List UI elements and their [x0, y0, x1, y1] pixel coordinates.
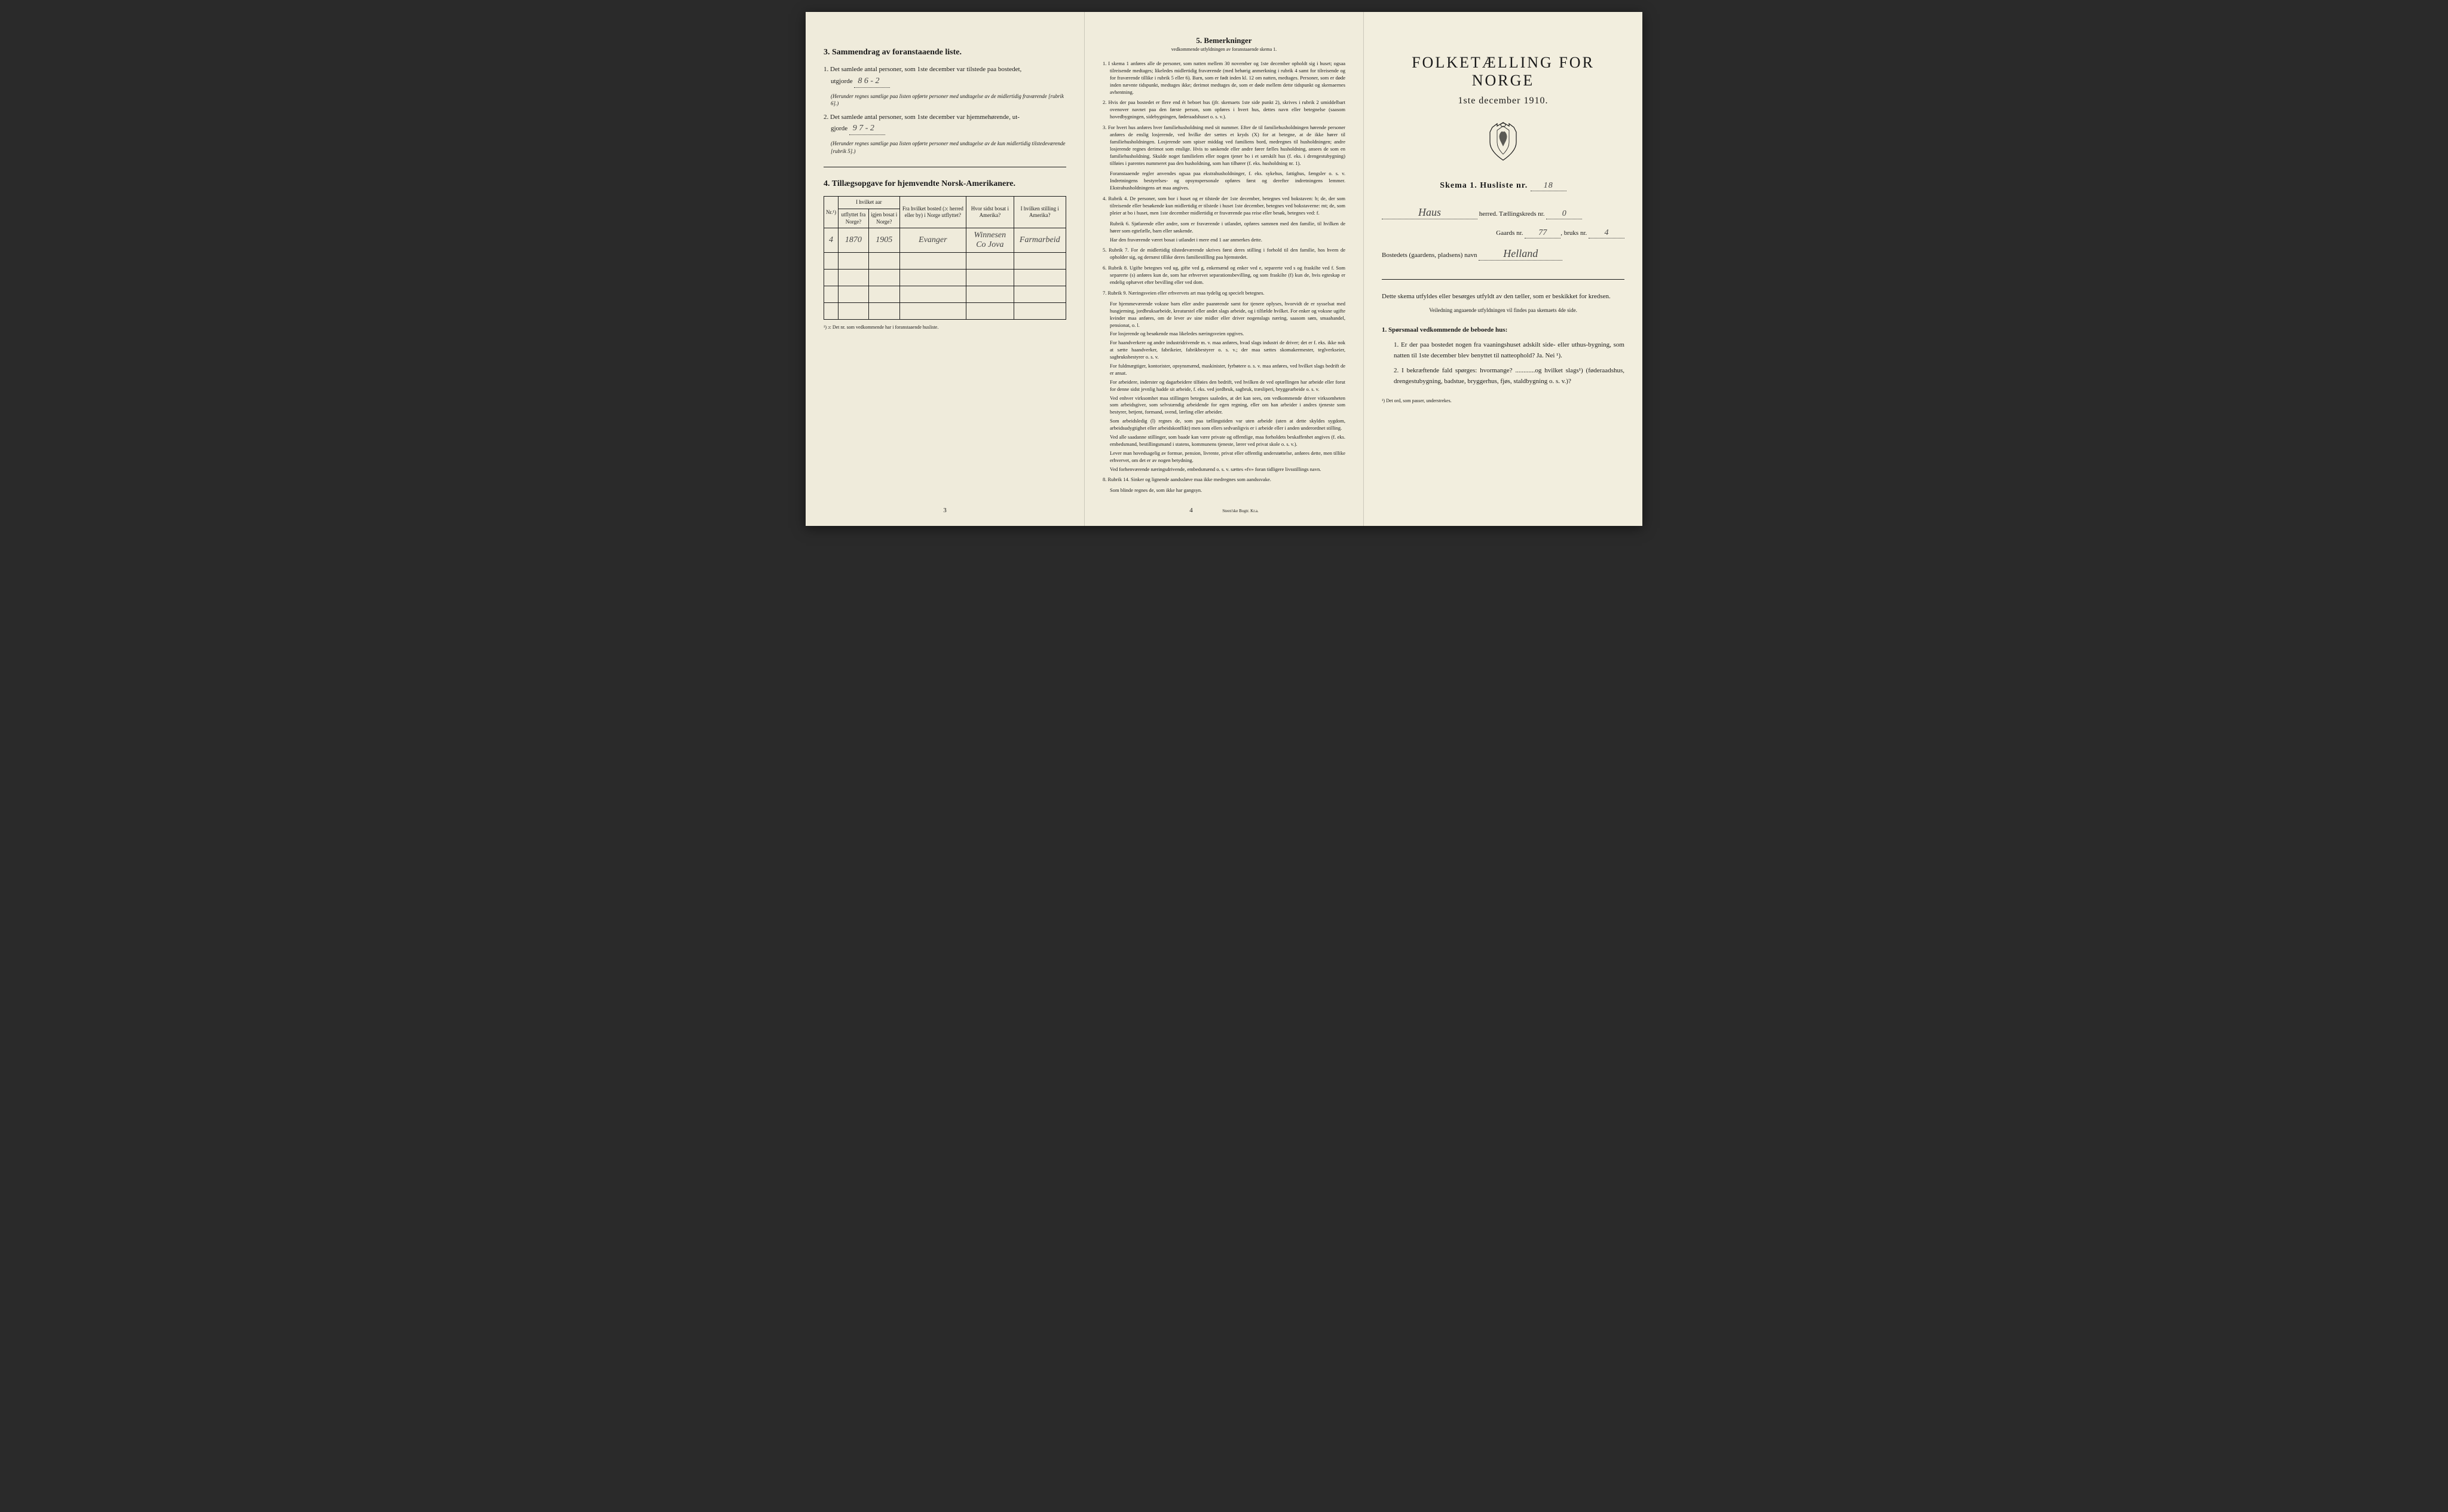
- rule-7-sub: Ved forhenværende næringsdrivende, embed…: [1110, 466, 1345, 473]
- item2-value: 9 7 - 2: [849, 122, 885, 135]
- rule-7-sub: For losjerende og besøkende maa likelede…: [1110, 330, 1345, 338]
- bemerkninger-heading: 5. Bemerkninger: [1103, 36, 1345, 45]
- item2-gjorde: gjorde: [831, 125, 847, 132]
- cell-utflyttet: 1870: [838, 228, 868, 253]
- page3-footnote: ¹) Det ord, som passer, understrekes.: [1382, 398, 1624, 403]
- rule-1: 1. I skema 1 anføres alle de personer, s…: [1103, 60, 1345, 96]
- husliste-nr: 18: [1531, 181, 1566, 191]
- table-header-row1: Nr.¹) I hvilket aar Fra hvilket bosted (…: [824, 197, 1066, 209]
- rule-4-sub1: Rubrik 6. Sjøfarende eller andre, som er…: [1110, 221, 1345, 235]
- rule-3: 3. For hvert hus anføres hver familiehus…: [1103, 124, 1345, 167]
- gaards-line: Gaards nr. 77, bruks nr. 4: [1382, 228, 1624, 239]
- skema-line: Skema 1. Husliste nr. 18: [1382, 181, 1624, 191]
- section4-heading: 4. Tillægsopgave for hjemvendte Norsk-Am…: [824, 179, 1066, 189]
- item1-note: (Herunder regnes samtlige paa listen opf…: [831, 93, 1066, 108]
- bosted-line: Bostedets (gaardens, pladsens) navn Hell…: [1382, 247, 1624, 261]
- divider: [1382, 279, 1624, 280]
- th-utflyttet: utflyttet fra Norge?: [838, 209, 868, 228]
- q1-text: 1. Er der paa bostedet nogen fra vaaning…: [1394, 341, 1624, 359]
- veiledning-text: Veiledning angaaende utfyldningen vil fi…: [1382, 307, 1624, 313]
- bosted-label: Bostedets (gaardens, pladsens) navn: [1382, 252, 1477, 259]
- th-nr: Nr.¹): [824, 197, 839, 228]
- rule-7: 7. Rubrik 9. Næringsveien eller erhverve…: [1103, 290, 1345, 297]
- rule-3-sub: Foranstaaende regler anvendes ogsaa paa …: [1110, 170, 1345, 192]
- rule-2: 2. Hvis der paa bostedet er flere end ét…: [1103, 99, 1345, 121]
- table-row: [824, 286, 1066, 303]
- item2-note: (Herunder regnes samtlige paa listen opf…: [831, 140, 1066, 155]
- sporsmaal-heading-text: 1. Spørsmaal vedkommende de beboede hus:: [1382, 326, 1507, 333]
- kreds-nr: 0: [1546, 209, 1582, 219]
- cell-igjen: 1905: [868, 228, 899, 253]
- bosted-value: Helland: [1479, 247, 1562, 261]
- skema-label: Skema 1. Husliste nr.: [1440, 181, 1528, 190]
- bemerkninger-subheading: vedkommende utfyldningen av foranstaaend…: [1103, 47, 1345, 52]
- section3-heading: 3. Sammendrag av foranstaaende liste.: [824, 48, 1066, 57]
- table-row: 4 1870 1905 Evanger Winnesen Co Jova Far…: [824, 228, 1066, 253]
- item2-line: 2. Det samlede antal personer, som 1ste …: [824, 112, 1066, 136]
- th-amerika: Hvor sidst bosat i Amerika?: [966, 197, 1014, 228]
- instruction-text: Dette skema utfyldes eller besørges utfy…: [1382, 292, 1624, 302]
- item2-prefix: 2. Det samlede antal personer, som 1ste …: [824, 114, 1020, 121]
- emigrant-table: Nr.¹) I hvilket aar Fra hvilket bosted (…: [824, 196, 1066, 320]
- cell-nr: 4: [824, 228, 839, 253]
- rule-7-sub: For arbeidere, inderster og dagarbeidere…: [1110, 379, 1345, 393]
- cell-bosted: Evanger: [899, 228, 966, 253]
- page-3: FOLKETÆLLING FOR NORGE 1ste december 191…: [1364, 12, 1642, 526]
- th-aar: I hvilket aar: [838, 197, 899, 209]
- rule-7-sub: Ved enhver virksomhet maa stillingen bet…: [1110, 395, 1345, 417]
- th-bosted: Fra hvilket bosted (ɔ: herred eller by) …: [899, 197, 966, 228]
- table-row: [824, 253, 1066, 270]
- printer-credit: Steen'ske Bogtr. Kr.a.: [1222, 509, 1259, 513]
- rule-6: 6. Rubrik 8. Ugifte betegnes ved ug, gif…: [1103, 265, 1345, 286]
- rule-7-sub: For haandverkere og andre industridriven…: [1110, 339, 1345, 361]
- rule-7-sub: For fuldmægtiger, kontorister, opsynsmæn…: [1110, 363, 1345, 377]
- herred-line: Haus herred. Tællingskreds nr. 0: [1382, 206, 1624, 220]
- cell-stilling: Farmarbeid: [1014, 228, 1066, 253]
- th-igjen: igjen bosat i Norge?: [868, 209, 899, 228]
- page-2: 5. Bemerkninger vedkommende utfyldningen…: [1085, 12, 1364, 526]
- census-date: 1ste december 1910.: [1382, 96, 1624, 106]
- herred-label: herred. Tællingskreds nr.: [1479, 210, 1545, 218]
- rule-8-sub: Som blinde regnes de, som ikke har gangs…: [1110, 487, 1345, 494]
- rule-8: 8. Rubrik 14. Sinker og lignende aandssl…: [1103, 476, 1345, 483]
- census-document: 3. Sammendrag av foranstaaende liste. 1.…: [806, 12, 1642, 526]
- bruks-nr: 4: [1589, 228, 1624, 238]
- rule-7-sub: Som arbeidsledig (l) regnes de, som paa …: [1110, 418, 1345, 432]
- page-1: 3. Sammendrag av foranstaaende liste. 1.…: [806, 12, 1085, 526]
- question-2: 2. I bekræftende fald spørges: hvormange…: [1394, 366, 1624, 387]
- item1-utgjorde: utgjorde: [831, 78, 853, 85]
- item1-line: 1. Det samlede antal personer, som 1ste …: [824, 65, 1066, 88]
- table-row: [824, 303, 1066, 320]
- rule-7-sub: Lever man hovedsagelig av formue, pensio…: [1110, 450, 1345, 464]
- page-num-text: 4: [1189, 507, 1193, 514]
- sporsmaal-heading: 1. Spørsmaal vedkommende de beboede hus:: [1382, 325, 1624, 336]
- rule-7-sub: Ved alle saadanne stillinger, som baade …: [1110, 434, 1345, 448]
- question-list: 1. Er der paa bostedet nogen fra vaaning…: [1394, 340, 1624, 387]
- rule-4: 4. Rubrik 4. De personer, som bor i huse…: [1103, 195, 1345, 217]
- page-number: 4 Steen'ske Bogtr. Kr.a.: [1085, 507, 1363, 514]
- item1-prefix: 1. Det samlede antal personer, som 1ste …: [824, 66, 1021, 73]
- rule-4-sub2: Har den fraværende været bosat i utlande…: [1110, 237, 1345, 244]
- rule-5: 5. Rubrik 7. For de midlertidig tilstede…: [1103, 247, 1345, 261]
- bruks-label: bruks nr.: [1564, 229, 1587, 237]
- th-stilling: I hvilken stilling i Amerika?: [1014, 197, 1066, 228]
- item1-value: 8 6 - 2: [854, 75, 890, 88]
- table-row: [824, 270, 1066, 286]
- gaards-nr: 77: [1525, 228, 1560, 238]
- page-number: 3: [806, 507, 1084, 514]
- cell-amerika: Winnesen Co Jova: [966, 228, 1014, 253]
- coat-of-arms-icon: [1382, 121, 1624, 166]
- gaards-label: Gaards nr.: [1496, 229, 1523, 237]
- table-footnote: ¹) ɔ: Det nr. som vedkommende har i fora…: [824, 325, 1066, 330]
- question-1: 1. Er der paa bostedet nogen fra vaaning…: [1394, 340, 1624, 361]
- herred-value: Haus: [1382, 206, 1477, 219]
- rule-7-sub: For hjemmeværende voksne barn eller andr…: [1110, 301, 1345, 329]
- main-title: FOLKETÆLLING FOR NORGE: [1382, 54, 1624, 90]
